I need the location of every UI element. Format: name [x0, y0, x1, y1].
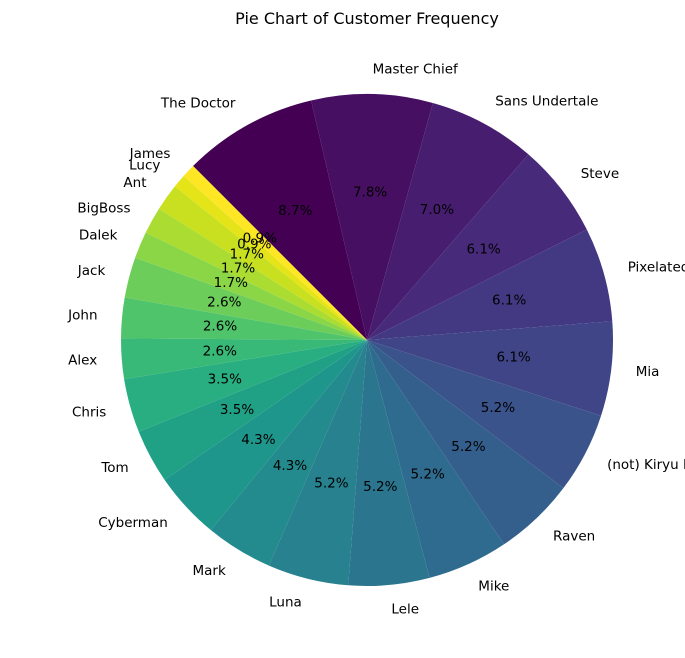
pie-slice: [367, 154, 587, 340]
slice-percentage: 4.3%: [273, 458, 307, 474]
slice-percentage: 6.1%: [496, 349, 530, 365]
slice-percentage: 8.7%: [278, 203, 312, 219]
slice-label: Tom: [100, 460, 128, 476]
slice-percentage: 1.7%: [214, 275, 248, 291]
pie-slice: [367, 321, 613, 416]
slice-label: Cyberman: [98, 515, 168, 531]
pie-slice: [158, 186, 367, 340]
pie-slice: [121, 338, 367, 380]
slice-percentage: 4.3%: [241, 432, 275, 448]
pie-slice: [124, 340, 367, 432]
pie-slice: [135, 232, 367, 340]
pie-slice: [193, 100, 367, 340]
pie-slice: [268, 340, 367, 586]
slice-percentage: 1.7%: [221, 260, 255, 276]
slice-percentage: 3.5%: [208, 372, 242, 388]
slice-label: Steve: [581, 166, 619, 182]
pie-slice: [367, 102, 529, 340]
slice-label: Mark: [193, 563, 226, 579]
slice-percentage: 2.6%: [203, 343, 237, 359]
pie-slice: [145, 208, 367, 340]
slice-percentage: 0.9%: [237, 237, 271, 253]
pie-slice: [367, 340, 505, 578]
slice-percentage: 5.2%: [411, 467, 445, 483]
slice-label: John: [67, 308, 97, 324]
slice-percentage: 5.2%: [451, 439, 485, 455]
slice-labels: The Doctor Master Chief Sans Undertale Stev…: [67, 62, 685, 618]
slice-percentage: 7.8%: [353, 184, 387, 200]
pie-slice: [124, 257, 367, 340]
slice-label: The Doctor: [160, 96, 236, 112]
slice-label: Master Chief: [373, 62, 459, 78]
pie-slice: [348, 340, 430, 586]
pie-slice: [121, 297, 367, 340]
slice-label: Luna: [269, 595, 302, 611]
slice-label: Pixelated Miku: [628, 260, 685, 276]
pie-slice: [138, 340, 367, 480]
slice-percentage: 3.5%: [220, 402, 254, 418]
slice-label: Mia: [636, 364, 660, 380]
pie-slice: [164, 340, 367, 531]
pie-slice: [311, 93, 433, 340]
slice-percentage: 2.6%: [203, 319, 237, 335]
pie-slice: [367, 340, 602, 489]
slice-label: Dalek: [79, 228, 118, 244]
slice-percentage: 5.2%: [314, 475, 348, 491]
pie-slice: [210, 340, 367, 566]
slice-label: Alex: [68, 353, 97, 369]
pie-slice: [183, 166, 367, 340]
slice-percentage: 1.7%: [230, 246, 264, 262]
slice-label: Ant: [123, 175, 146, 191]
slice-label: Sans Undertale: [495, 94, 598, 110]
slice-label: James: [129, 146, 171, 162]
slice-label: (not) Kiryu Kazuma: [607, 457, 685, 473]
pie-slices: [121, 93, 613, 586]
slice-label: Raven: [553, 529, 595, 545]
slice-label: Jack: [77, 263, 106, 279]
pie-slice: [367, 340, 564, 545]
pie-slice: [367, 229, 613, 340]
pie-slice: [174, 175, 367, 340]
slice-label: Chris: [72, 405, 106, 421]
slice-label: Mike: [478, 579, 509, 595]
slice-percentage: 6.1%: [492, 293, 526, 309]
slice-percentage: 6.1%: [466, 242, 500, 258]
percentage-labels: 8.7% 7.8% 7.0% 6.1% 6.1% 6.1% 5.2% 5.2% 5.2% 5.2%…: [203, 184, 531, 495]
slice-percentage: 5.2%: [363, 479, 397, 495]
slice-label: Lucy: [129, 157, 160, 173]
slice-percentage: 2.6%: [207, 295, 241, 311]
slice-percentage: 7.0%: [420, 202, 454, 218]
slice-percentage: 0.9%: [243, 231, 277, 247]
chart-title: Pie Chart of Customer Frequency: [235, 9, 499, 28]
slice-percentage: 5.2%: [481, 400, 515, 416]
slice-label: BigBoss: [77, 201, 130, 217]
slice-label: Lele: [391, 602, 419, 618]
